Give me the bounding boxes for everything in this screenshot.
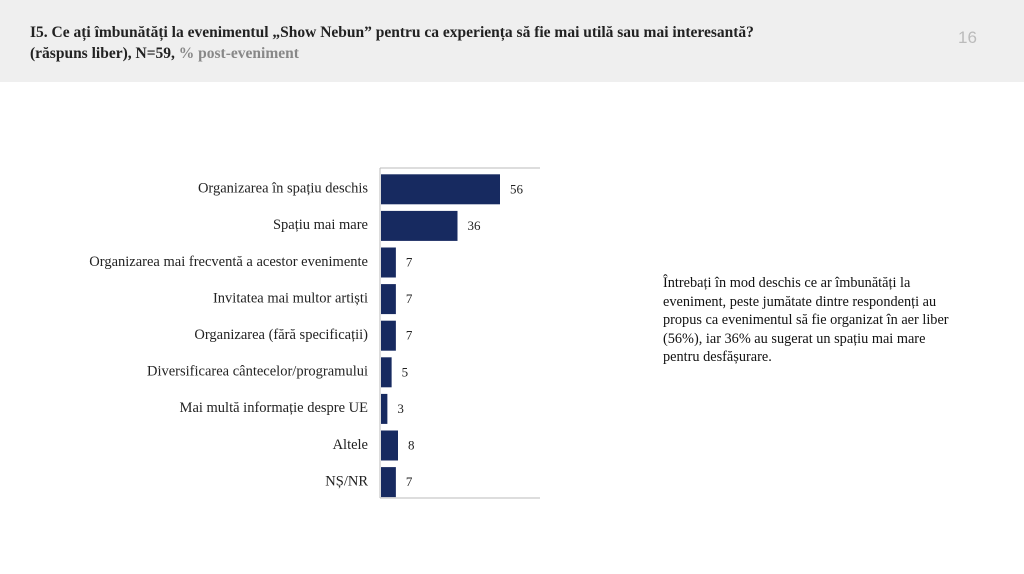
bar (381, 467, 396, 498)
header: I5. Ce ați îmbunătăți la evenimentul „Sh… (0, 0, 1024, 82)
subtitle-note: % post-eveniment (178, 45, 299, 62)
value-label: 8 (408, 437, 415, 452)
category-label: Organizarea (fără specificații) (194, 327, 368, 343)
chart-subtitle: (răspuns liber), N=59, (30, 45, 175, 62)
annotation: Întrebați în mod deschis ce ar îmbunătăț… (663, 275, 949, 365)
bar (381, 210, 458, 241)
value-label: 3 (397, 401, 404, 416)
category-label: Diversificarea cântecelor/programului (147, 364, 368, 380)
value-label: 7 (406, 291, 413, 306)
bar (381, 357, 392, 388)
bar (381, 430, 398, 461)
bar (381, 284, 396, 315)
category-label: Mai multă informație despre UE (180, 400, 369, 416)
bar (381, 393, 388, 424)
category-label: Organizarea mai frecventă a acestor even… (89, 254, 368, 270)
value-label: 7 (406, 328, 413, 343)
value-label: 56 (510, 181, 524, 196)
value-label: 7 (406, 254, 413, 269)
category-label: Invitatea mai multor artiști (213, 290, 368, 306)
value-label: 7 (406, 474, 413, 489)
value-label: 36 (468, 218, 482, 233)
bar (381, 320, 396, 351)
value-label: 5 (402, 364, 409, 379)
page-number: 16 (958, 28, 977, 47)
category-label: NȘ/NR (325, 473, 368, 489)
category-label: Organizarea în spațiu deschis (198, 181, 368, 197)
chart-title: I5. Ce ați îmbunătăți la evenimentul „Sh… (30, 24, 754, 41)
title-block: I5. Ce ați îmbunătăți la evenimentul „Sh… (30, 22, 950, 64)
bar (381, 174, 500, 205)
bar (381, 247, 396, 278)
category-label: Spațiu mai mare (273, 217, 368, 233)
category-label: Altele (333, 437, 368, 453)
